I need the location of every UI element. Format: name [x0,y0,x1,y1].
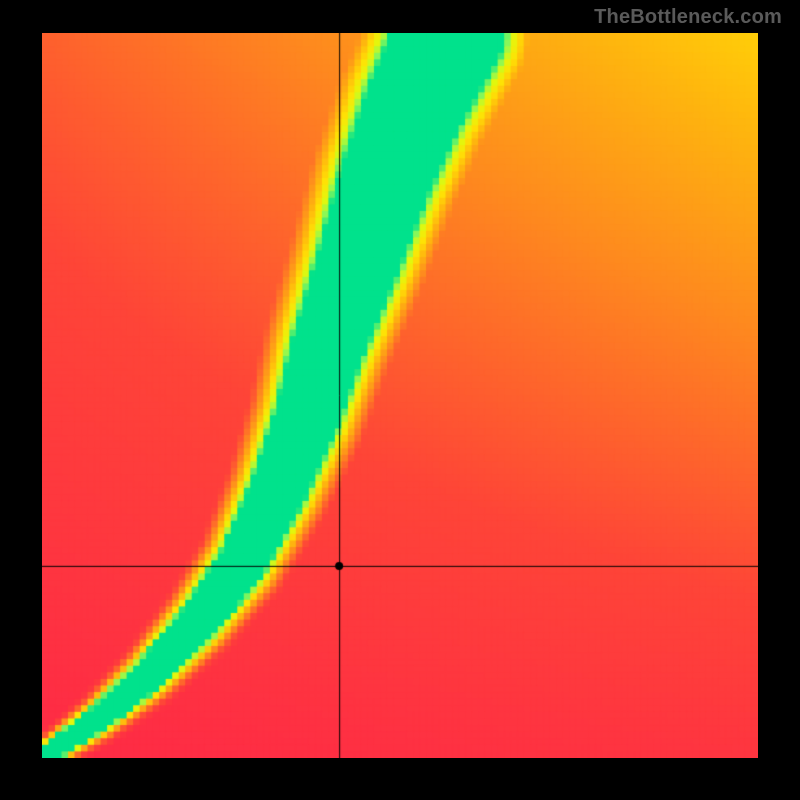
chart-container: TheBottleneck.com [0,0,800,800]
bottleneck-heatmap [42,33,758,758]
watermark-text: TheBottleneck.com [594,6,782,29]
